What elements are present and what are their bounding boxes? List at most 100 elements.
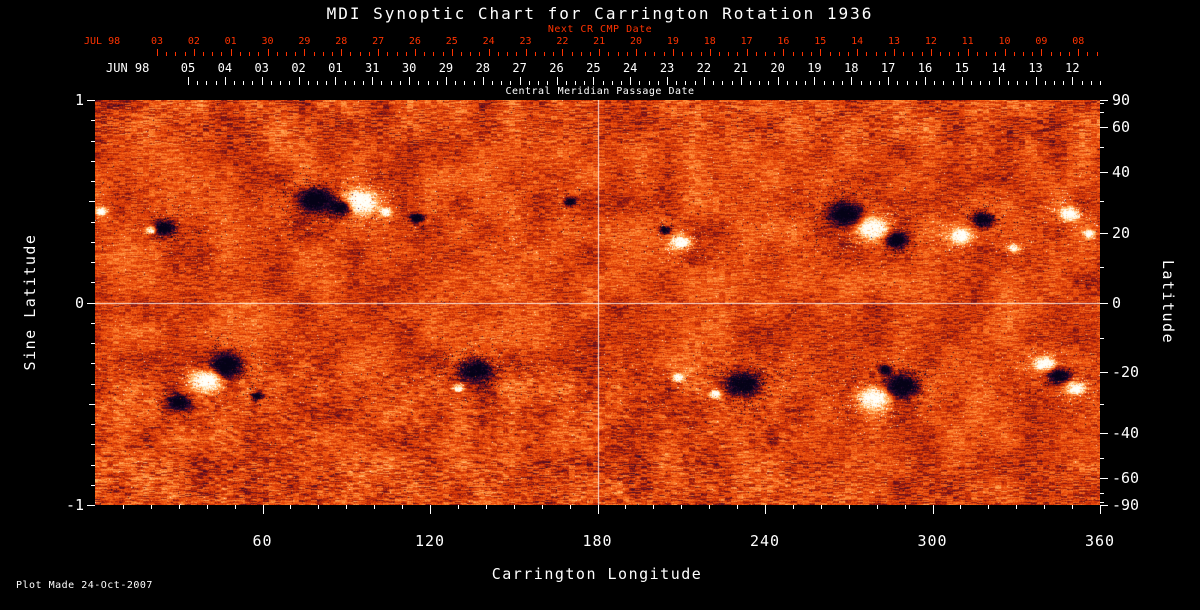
cmp-minor-tick [611, 81, 613, 85]
cmp-minor-tick [796, 81, 798, 85]
cmp-date-label: 01 [328, 61, 343, 75]
next-cr-minor-tick [884, 52, 886, 56]
cmp-date-label: 05 [180, 61, 196, 75]
cmp-minor-tick [510, 81, 512, 85]
next-cr-date-label: 28 [335, 36, 348, 47]
magnetogram-canvas [95, 100, 1100, 505]
cmp-minor-tick [464, 81, 466, 85]
next-cr-date-label: 19 [666, 36, 679, 47]
latitude-tick-label: 90 [1112, 91, 1131, 109]
next-cr-minor-tick [276, 52, 278, 56]
cmp-major-tick [372, 77, 374, 85]
sine-latitude-medium-tick [89, 201, 95, 203]
next-cr-date-label: 12 [924, 36, 937, 47]
cmp-minor-tick [565, 81, 567, 85]
longitude-minor-tick [988, 505, 990, 509]
longitude-tick-label: 120 [414, 532, 446, 550]
cmp-axis-title: Central Meridian Passage Date [505, 86, 695, 97]
longitude-minor-tick [625, 505, 627, 509]
cmp-minor-tick [869, 81, 871, 85]
cmp-major-tick [482, 77, 484, 85]
chart-title: MDI Synoptic Chart for Carrington Rotati… [326, 4, 874, 23]
latitude-major-tick [1100, 302, 1108, 304]
next-cr-major-tick [820, 49, 822, 56]
cmp-date-label: 27 [512, 61, 527, 75]
cmp-major-tick [593, 77, 595, 85]
next-cr-date-label: 11 [961, 36, 974, 47]
cmp-minor-tick [234, 81, 236, 85]
next-cr-date-label: 27 [372, 36, 385, 47]
longitude-minor-tick [150, 505, 152, 509]
next-cr-major-tick [230, 49, 232, 56]
longitude-tick-label: 360 [1084, 532, 1116, 550]
next-cr-minor-tick [866, 52, 868, 56]
next-cr-minor-tick [645, 52, 647, 56]
cmp-minor-tick [980, 81, 982, 85]
cmp-minor-tick [832, 81, 834, 85]
longitude-minor-tick [960, 505, 962, 509]
next-cr-date-label: 08 [1072, 36, 1085, 47]
next-cr-minor-tick [322, 52, 324, 56]
next-cr-major-tick [599, 49, 601, 56]
cmp-minor-tick [620, 81, 622, 85]
next-cr-minor-tick [571, 52, 573, 56]
cmp-minor-tick [989, 81, 991, 85]
sine-latitude-major-tick [87, 505, 95, 506]
cmp-date-label: 02 [291, 61, 306, 75]
latitude-tick-label: -20 [1112, 362, 1140, 381]
longitude-minor-tick [876, 505, 878, 509]
sine-latitude-minor-tick [91, 241, 95, 243]
cmp-minor-tick [1026, 81, 1028, 85]
sine-latitude-minor-tick [91, 282, 95, 284]
cmp-major-tick [335, 77, 337, 85]
next-cr-major-tick [341, 49, 343, 56]
next-cr-date-label: 20 [630, 36, 643, 47]
next-cr-minor-tick [516, 52, 518, 56]
latitude-minor-tick [1100, 112, 1104, 114]
cmp-minor-tick [915, 81, 917, 85]
sine-latitude-minor-tick [91, 181, 95, 182]
cmp-major-tick [224, 77, 226, 85]
next-cr-major-tick [451, 49, 453, 56]
cmp-minor-tick [1100, 81, 1102, 85]
cmp-major-tick [556, 77, 558, 85]
sine-latitude-tick-label: 0 [74, 293, 84, 312]
next-cr-minor-tick [608, 52, 610, 56]
next-cr-major-tick [157, 49, 158, 56]
longitude-minor-tick [318, 505, 320, 509]
next-cr-minor-tick [332, 52, 334, 56]
latitude-minor-tick [1100, 103, 1104, 105]
cmp-minor-tick [344, 81, 346, 85]
next-cr-date-label: 15 [814, 36, 827, 47]
latitude-major-tick [1100, 172, 1108, 174]
cmp-major-tick [851, 77, 853, 85]
cmp-minor-tick [289, 81, 291, 85]
longitude-minor-tick [1016, 505, 1018, 509]
next-cr-minor-tick [718, 52, 720, 56]
next-cr-minor-tick [986, 52, 988, 56]
cmp-major-tick [888, 77, 890, 85]
next-cr-major-tick [636, 49, 638, 56]
sine-latitude-minor-tick [91, 343, 95, 344]
sine-latitude-minor-tick [91, 464, 95, 466]
sine-latitude-tick-label: 1 [74, 91, 84, 109]
next-cr-major-tick [193, 49, 195, 56]
cmp-date-label: 12 [1065, 61, 1080, 75]
cmp-minor-tick [971, 81, 973, 85]
cmp-month-label: JUN 98 [106, 61, 150, 75]
latitude-major-tick [1100, 432, 1108, 434]
cmp-minor-tick [842, 81, 844, 85]
longitude-tick-label: 60 [252, 532, 273, 550]
longitude-major-tick [765, 505, 766, 514]
latitude-tick-label: 40 [1112, 163, 1131, 182]
longitude-minor-tick [402, 505, 404, 509]
cmp-minor-tick [326, 81, 328, 85]
next-cr-minor-tick [285, 52, 287, 56]
next-cr-date-label: 21 [593, 36, 606, 47]
cmp-major-tick [998, 77, 1000, 85]
cmp-date-label: 15 [954, 61, 970, 75]
sine-latitude-major-tick [87, 302, 95, 304]
cmp-minor-tick [547, 81, 549, 85]
cmp-minor-tick [574, 81, 576, 85]
next-cr-minor-tick [737, 52, 739, 56]
